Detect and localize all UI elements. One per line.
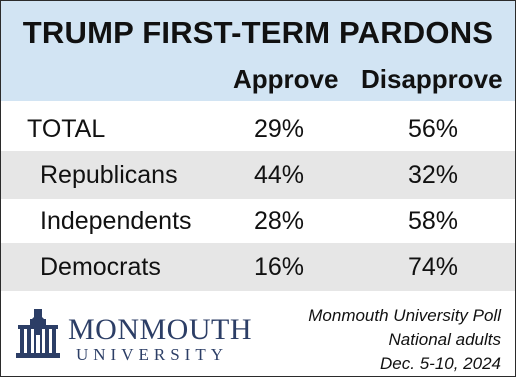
disapprove-value: 74% bbox=[407, 253, 459, 281]
row-label: Democrats bbox=[40, 253, 161, 281]
table-row-total: TOTAL 29% 56% bbox=[1, 105, 515, 153]
column-header-approve: Approve bbox=[233, 64, 339, 94]
row-label: Independents bbox=[40, 207, 192, 235]
source-line-2: National adults bbox=[388, 330, 501, 349]
disapprove-value: 56% bbox=[407, 115, 459, 143]
source-line-1: Monmouth University Poll bbox=[308, 306, 501, 325]
column-header-disapprove: Disapprove bbox=[361, 64, 503, 94]
table-row-democrats: Democrats 16% 74% bbox=[1, 243, 515, 291]
logo-subtitle: UNIVERSITY bbox=[76, 345, 228, 364]
table-row-independents: Independents 28% 58% bbox=[1, 197, 515, 245]
poll-source: Monmouth University Poll National adults… bbox=[308, 304, 501, 376]
approve-value: 29% bbox=[253, 115, 305, 143]
table-header: TRUMP FIRST-TERM PARDONS Approve Disappr… bbox=[1, 1, 515, 101]
chart-title: TRUMP FIRST-TERM PARDONS bbox=[22, 15, 494, 50]
source-line-3: Dec. 5-10, 2024 bbox=[380, 354, 501, 373]
approve-value: 16% bbox=[253, 253, 305, 281]
logo-wordmark: MONMOUTH bbox=[68, 313, 252, 346]
approve-value: 44% bbox=[253, 161, 305, 189]
row-label: Republicans bbox=[40, 161, 178, 189]
university-building-icon bbox=[16, 309, 60, 358]
monmouth-logo: MONMOUTH UNIVERSITY bbox=[14, 307, 254, 364]
row-label: TOTAL bbox=[27, 115, 106, 143]
table-row-republicans: Republicans 44% 32% bbox=[1, 151, 515, 199]
approve-value: 28% bbox=[253, 207, 305, 235]
disapprove-value: 32% bbox=[407, 161, 459, 189]
disapprove-value: 58% bbox=[407, 207, 459, 235]
